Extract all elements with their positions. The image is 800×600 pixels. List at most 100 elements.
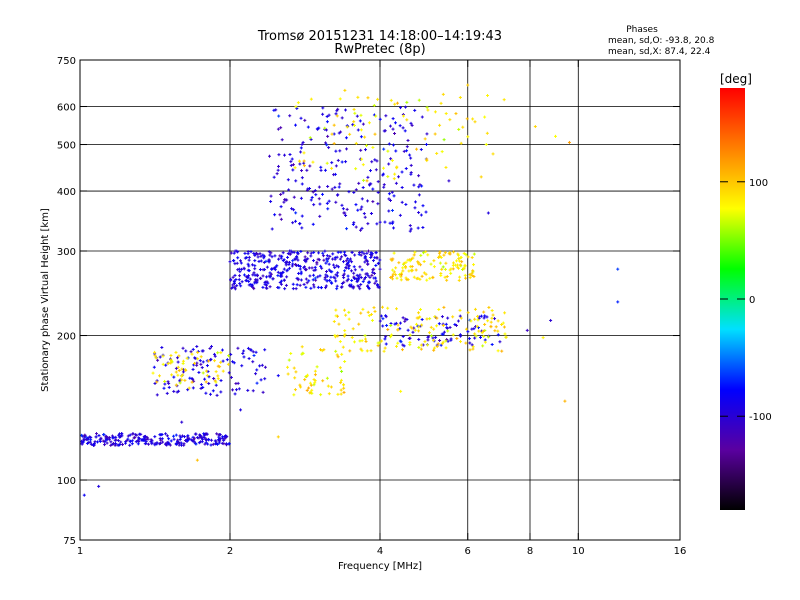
point-x <box>360 339 364 343</box>
y-tick-label: 100 <box>57 476 76 487</box>
point-o <box>214 439 218 443</box>
point-x <box>289 351 293 355</box>
point-o <box>273 213 277 217</box>
point-o <box>351 123 355 127</box>
point-o <box>294 287 298 291</box>
point-x <box>343 88 347 92</box>
point-o <box>349 283 353 287</box>
point-o <box>299 116 303 120</box>
point-x <box>293 166 297 170</box>
point-o <box>243 251 247 255</box>
point-x <box>503 311 507 315</box>
point-o <box>299 249 303 253</box>
point-o <box>278 280 282 284</box>
point-o <box>343 253 347 257</box>
y-tick-label: 75 <box>63 536 76 547</box>
point-o <box>282 258 286 262</box>
point-o <box>246 388 250 392</box>
point-x <box>399 278 403 282</box>
point-o <box>244 279 248 283</box>
point-o <box>137 432 141 436</box>
point-x <box>422 260 426 264</box>
point-x <box>196 350 200 354</box>
point-x <box>436 342 440 346</box>
point-o <box>158 355 162 359</box>
point-o <box>333 256 337 260</box>
point-o <box>186 437 190 441</box>
point-o <box>382 183 386 187</box>
point-o <box>267 154 271 158</box>
point-x <box>429 325 433 329</box>
point-x <box>386 328 390 332</box>
point-o <box>272 175 276 179</box>
point-x <box>363 334 367 338</box>
point-x <box>339 392 343 396</box>
point-o <box>247 258 251 262</box>
point-o <box>251 389 255 393</box>
point-o <box>274 265 278 269</box>
point-o <box>376 202 380 206</box>
point-o <box>242 266 246 270</box>
point-o <box>262 260 266 264</box>
point-o <box>378 117 382 121</box>
point-x <box>470 273 474 277</box>
point-o <box>202 432 206 436</box>
point-o <box>133 435 137 439</box>
point-x <box>455 259 459 263</box>
point-o <box>128 439 132 443</box>
point-x <box>347 317 351 321</box>
point-x <box>297 159 301 163</box>
point-x <box>216 374 220 378</box>
point-o <box>319 286 323 290</box>
point-o <box>326 184 330 188</box>
point-o <box>227 371 231 375</box>
point-x <box>419 253 423 257</box>
point-x <box>464 341 468 345</box>
point-o <box>364 258 368 262</box>
point-o <box>401 126 405 130</box>
point-o <box>363 256 367 260</box>
point-x <box>154 356 158 360</box>
point-x <box>394 344 398 348</box>
point-x <box>391 277 395 281</box>
point-o <box>219 390 223 394</box>
point-x <box>425 105 429 109</box>
point-o <box>167 437 171 441</box>
point-o <box>424 210 428 214</box>
point-o <box>205 364 209 368</box>
point-o <box>291 168 295 172</box>
point-o <box>295 106 299 110</box>
point-o <box>314 193 318 197</box>
point-x <box>326 384 330 388</box>
point-x <box>493 329 497 333</box>
point-x <box>468 273 472 277</box>
point-o <box>211 442 215 446</box>
point-o <box>426 338 430 342</box>
point-o <box>215 442 219 446</box>
point-o <box>298 221 302 225</box>
point-x <box>395 101 399 105</box>
point-o <box>191 367 195 371</box>
point-o <box>373 271 377 275</box>
point-o <box>378 319 382 323</box>
point-o <box>391 143 395 147</box>
point-o <box>459 334 463 338</box>
point-o <box>385 323 389 327</box>
point-o <box>106 437 110 441</box>
point-o <box>199 362 203 366</box>
point-o <box>186 434 190 438</box>
point-o <box>332 275 336 279</box>
point-x <box>335 353 339 357</box>
data-points <box>79 83 620 497</box>
point-x <box>369 349 373 353</box>
point-o <box>209 357 213 361</box>
point-x <box>276 435 280 439</box>
point-o <box>228 260 232 264</box>
x-tick-labels: 1 2 4 6 8 10 16 <box>77 546 687 557</box>
point-x <box>443 275 447 279</box>
point-o <box>350 260 354 264</box>
point-o <box>362 252 366 256</box>
point-o <box>203 377 207 381</box>
point-o <box>366 175 370 179</box>
point-o <box>302 282 306 286</box>
